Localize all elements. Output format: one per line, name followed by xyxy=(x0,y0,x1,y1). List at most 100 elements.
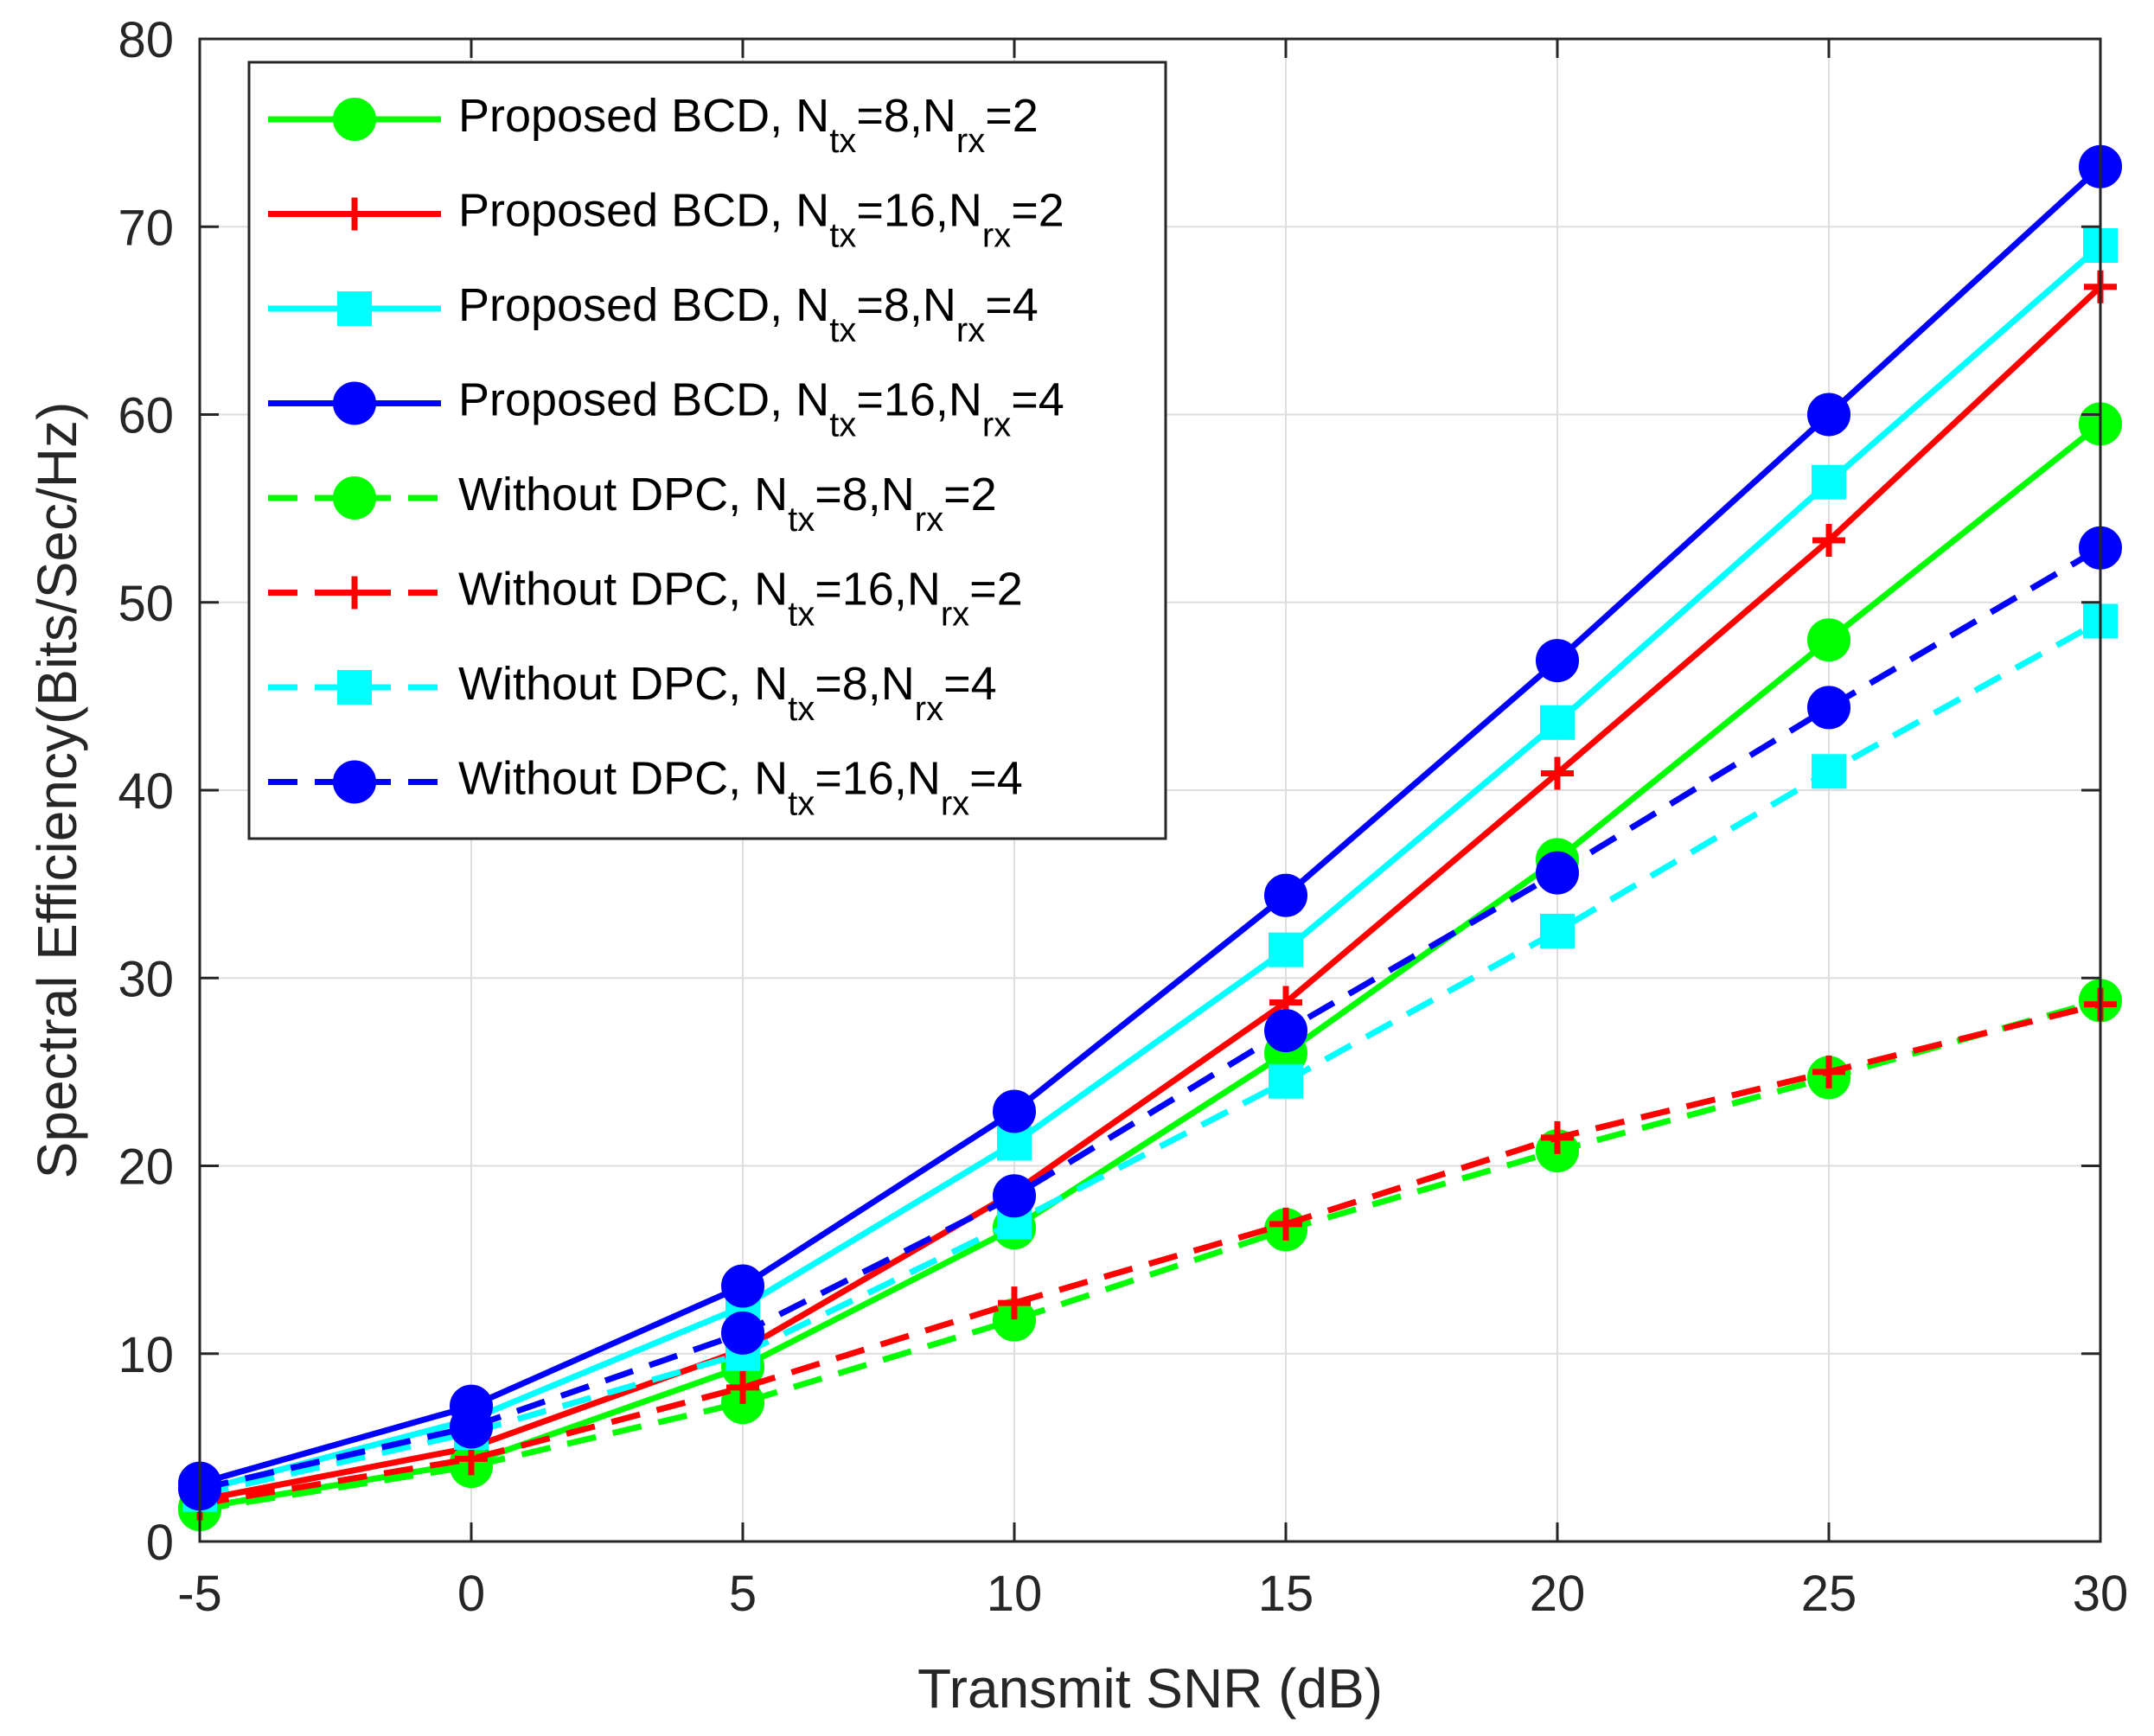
y-axis-label: Spectral Efficiency(Bits/Sec/Hz) xyxy=(26,402,88,1179)
x-tick-label: 20 xyxy=(1530,1566,1586,1622)
legend-entry-3: Proposed BCD, Ntx=8,Nrx=4 xyxy=(268,279,1039,349)
y-tick-label: 60 xyxy=(118,388,174,444)
legend-label-mid: =16,N xyxy=(856,374,982,426)
y-tick-label: 10 xyxy=(118,1327,174,1383)
legend-label-sub2: rx xyxy=(941,785,969,823)
legend-entry-1: Proposed BCD, Ntx=8,Nrx=2 xyxy=(268,90,1039,160)
y-tick-label: 40 xyxy=(118,763,174,820)
legend-label-prefix: Proposed BCD, N xyxy=(458,90,829,142)
legend-marker xyxy=(333,476,376,520)
data-point-marker xyxy=(1264,1009,1307,1053)
x-tick-label: 15 xyxy=(1258,1566,1314,1622)
data-point-marker xyxy=(1541,1120,1574,1154)
legend-label-sub2: rx xyxy=(982,217,1011,255)
legend-marker xyxy=(333,760,376,804)
legend-label-prefix: Proposed BCD, N xyxy=(458,279,829,331)
data-point-marker xyxy=(1812,464,1846,500)
legend-marker xyxy=(338,197,371,231)
legend-label-sub1: tx xyxy=(829,217,856,255)
data-point-marker xyxy=(721,1311,764,1355)
data-point-marker xyxy=(998,1286,1031,1320)
data-point-marker xyxy=(1812,754,1846,789)
data-point-marker xyxy=(1812,524,1845,558)
legend-label: Proposed BCD, Ntx=16,Nrx=2 xyxy=(458,185,1064,255)
legend-label: Proposed BCD, Ntx=8,Nrx=4 xyxy=(458,279,1039,349)
legend-label-prefix: Proposed BCD, N xyxy=(458,374,829,426)
legend-label-sub1: tx xyxy=(829,122,856,160)
legend-marker xyxy=(337,291,372,326)
series-line xyxy=(199,1001,2101,1508)
series-line xyxy=(199,618,2102,1498)
legend-label-sub1: tx xyxy=(788,690,815,728)
legend-label-sub1: tx xyxy=(829,311,856,349)
series-layer xyxy=(178,144,2122,1532)
y-tick-label: 50 xyxy=(118,576,174,632)
data-point-marker xyxy=(721,1264,764,1308)
legend-label-suffix: =4 xyxy=(985,279,1039,331)
legend-label-sub1: tx xyxy=(829,406,856,444)
data-point-marker xyxy=(1269,932,1303,967)
data-point-marker xyxy=(1540,913,1575,948)
legend-label-sub1: tx xyxy=(788,501,815,539)
legend-label: Without DPC, Ntx=8,Nrx=4 xyxy=(458,658,997,728)
legend-label: Without DPC, Ntx=16,Nrx=4 xyxy=(458,753,1023,823)
data-point-marker xyxy=(1807,686,1850,730)
legend-label-sub2: rx xyxy=(956,311,985,349)
y-tick-label: 80 xyxy=(118,12,174,68)
series-line xyxy=(199,997,2101,1513)
legend-label-suffix: =4 xyxy=(943,658,997,710)
x-tick-label: -5 xyxy=(177,1566,222,1622)
data-point-marker xyxy=(1269,1063,1303,1099)
legend-entry-4: Proposed BCD, Ntx=16,Nrx=4 xyxy=(268,374,1064,444)
legend-label-suffix: =2 xyxy=(1011,185,1064,237)
legend-label-sub1: tx xyxy=(788,596,815,634)
data-point-marker xyxy=(993,1089,1036,1133)
y-tick-label: 0 xyxy=(146,1515,174,1571)
legend-label-suffix: =4 xyxy=(969,753,1023,805)
data-point-marker xyxy=(1807,393,1850,437)
x-axis-label: Transmit SNR (dB) xyxy=(917,1657,1383,1720)
legend-entry-2: Proposed BCD, Ntx=16,Nrx=2 xyxy=(268,185,1064,255)
x-tick-label: 10 xyxy=(987,1566,1043,1622)
series-line xyxy=(199,164,2103,1487)
data-point-marker xyxy=(1264,873,1307,917)
legend-label-mid: =16,N xyxy=(856,185,982,237)
series-line xyxy=(199,545,2102,1492)
x-tick-label: 0 xyxy=(457,1566,485,1622)
y-tick-label: 30 xyxy=(118,951,174,1007)
legend-label-sub2: rx xyxy=(941,596,969,634)
data-point-marker xyxy=(1541,756,1574,790)
series-line xyxy=(199,421,2103,1511)
x-tick-label: 5 xyxy=(729,1566,757,1622)
legend-label-prefix: Proposed BCD, N xyxy=(458,185,829,237)
legend-label-prefix: Without DPC, N xyxy=(458,658,788,710)
legend-label-sub1: tx xyxy=(788,785,815,823)
data-point-marker xyxy=(1540,705,1575,740)
legend-label-prefix: Without DPC, N xyxy=(458,469,788,520)
legend-label-suffix: =2 xyxy=(969,564,1023,616)
legend-label: Proposed BCD, Ntx=16,Nrx=4 xyxy=(458,374,1064,444)
legend-entry-7: Without DPC, Ntx=8,Nrx=4 xyxy=(268,658,997,728)
data-point-marker xyxy=(1812,1055,1845,1088)
legend-entry-8: Without DPC, Ntx=16,Nrx=4 xyxy=(268,753,1023,823)
legend-label-mid: =8,N xyxy=(856,279,956,331)
legend-label-sub2: rx xyxy=(956,122,985,160)
legend-label-mid: =16,N xyxy=(815,564,941,616)
legend-label: Proposed BCD, Ntx=8,Nrx=2 xyxy=(458,90,1039,160)
x-tick-label: 30 xyxy=(2073,1566,2129,1622)
legend-label-suffix: =2 xyxy=(985,90,1039,142)
legend-label-mid: =8,N xyxy=(815,469,915,520)
data-point-marker xyxy=(1536,851,1579,895)
legend-marker xyxy=(333,381,376,425)
data-point-marker xyxy=(1807,618,1850,662)
legend-marker xyxy=(337,670,372,705)
x-tick-label: 25 xyxy=(1801,1566,1857,1622)
data-point-marker xyxy=(726,1370,759,1404)
legend-label-sub2: rx xyxy=(915,690,943,728)
legend-label-prefix: Without DPC, N xyxy=(458,564,788,616)
legend-label-prefix: Without DPC, N xyxy=(458,753,788,805)
legend-box xyxy=(247,61,1167,840)
